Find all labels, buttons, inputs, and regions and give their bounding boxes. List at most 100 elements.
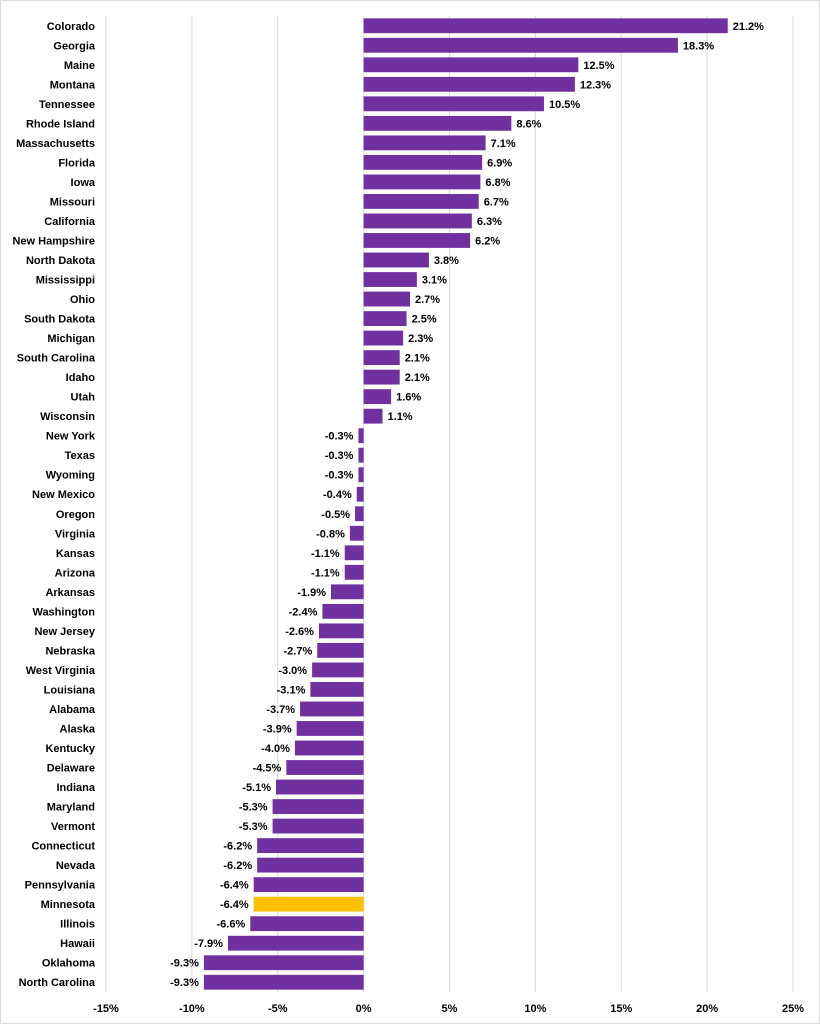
value-label: 6.2% [475,235,500,247]
bar [363,233,471,248]
bar [363,213,472,229]
value-label: 6.9% [487,157,512,169]
bar [363,135,486,151]
category-label: Nevada [56,860,96,872]
bar [363,311,407,326]
x-tick-label: 0% [356,1003,372,1015]
category-label: New Jersey [34,626,95,638]
category-label: Pennsylvania [25,880,96,892]
category-label: Arizona [55,567,96,579]
value-label: -1.9% [297,587,326,599]
value-label: -4.5% [253,763,282,775]
value-label: 6.3% [477,216,502,228]
x-tick-label: -5% [268,1003,288,1015]
value-label: -1.1% [311,567,340,579]
category-label: South Carolina [17,353,96,365]
x-tick-label: 5% [442,1003,458,1015]
value-label: -5.1% [242,782,271,794]
category-label: Kansas [56,548,95,560]
value-label: 6.8% [485,177,510,189]
bar [358,467,364,483]
category-label: Illinois [60,919,95,931]
bar [355,506,364,522]
bar [250,916,364,932]
bar [286,760,364,775]
bar [363,389,392,405]
category-label: Georgia [53,40,95,52]
x-tick-label: -15% [93,1003,119,1015]
value-label: -0.3% [325,450,354,462]
value-label: -9.3% [170,977,199,989]
category-label: Florida [58,157,96,169]
bar [363,194,479,209]
value-label: -2.6% [285,626,314,638]
category-label: Oregon [56,509,95,521]
x-tick-label: 25% [782,1003,804,1015]
bar [363,57,579,73]
bar [363,252,429,268]
bar [253,896,364,912]
value-label: 1.6% [396,392,421,404]
value-label: -5.3% [239,821,268,833]
category-label: Alabama [49,704,96,716]
value-label: -9.3% [170,958,199,970]
bar [312,662,364,678]
category-label: Maine [64,60,95,72]
category-label: Michigan [47,333,95,345]
category-label: Montana [50,79,96,91]
category-label: Hawaii [60,938,95,950]
bar [363,76,575,92]
value-label: 3.8% [434,255,459,267]
category-label: Oklahoma [42,958,96,970]
category-label: New York [46,431,96,443]
bar [349,525,364,541]
bar [300,701,364,717]
bar [358,428,364,444]
value-label: 21.2% [733,21,764,33]
bar [363,37,678,53]
bar [203,955,364,971]
bar [272,799,364,814]
category-label: Missouri [50,196,95,208]
category-label: New Hampshire [12,235,95,247]
value-label: -6.6% [217,919,246,931]
value-label: -2.7% [284,645,313,657]
bars [203,18,728,990]
category-label: Louisiana [44,684,96,696]
category-label: Minnesota [41,899,96,911]
category-label: California [44,216,96,228]
value-label: 10.5% [549,99,580,111]
bar [318,623,364,639]
category-label: West Virginia [26,665,96,677]
category-label: Idaho [66,372,96,384]
category-label: Arkansas [45,587,95,599]
x-tick-label: 10% [524,1003,546,1015]
bar [227,935,364,951]
value-label: -0.4% [323,489,352,501]
bar [257,857,364,873]
bar [363,174,481,190]
bar [276,779,364,795]
value-label: -0.3% [325,431,354,443]
category-label: Washington [32,606,95,618]
value-label: 12.3% [580,79,611,91]
category-label: Vermont [51,821,95,833]
bar [363,96,544,112]
category-label: Texas [65,450,95,462]
category-label: Delaware [47,763,95,775]
bar [310,682,364,697]
category-label: Massachusetts [16,138,95,150]
category-label: North Dakota [26,255,96,267]
bar [358,447,364,463]
x-axis-tick-labels: -15% -10% -5% 0% 5% 10% 15% 20% 25% [93,1003,804,1015]
category-label: North Carolina [19,977,96,989]
value-label: -6.2% [223,841,252,853]
category-label: Alaska [60,723,96,735]
value-label: 6.7% [484,196,509,208]
category-labels: Colorado Georgia Maine Montana Tennessee Rhod… [12,21,95,989]
bar [257,838,364,854]
value-labels: 21.2% 18.3% 12.5% 12.3%10.5% 8.6%7.1% 6.9% 6.8… [170,21,764,989]
value-label: -0.5% [321,509,350,521]
